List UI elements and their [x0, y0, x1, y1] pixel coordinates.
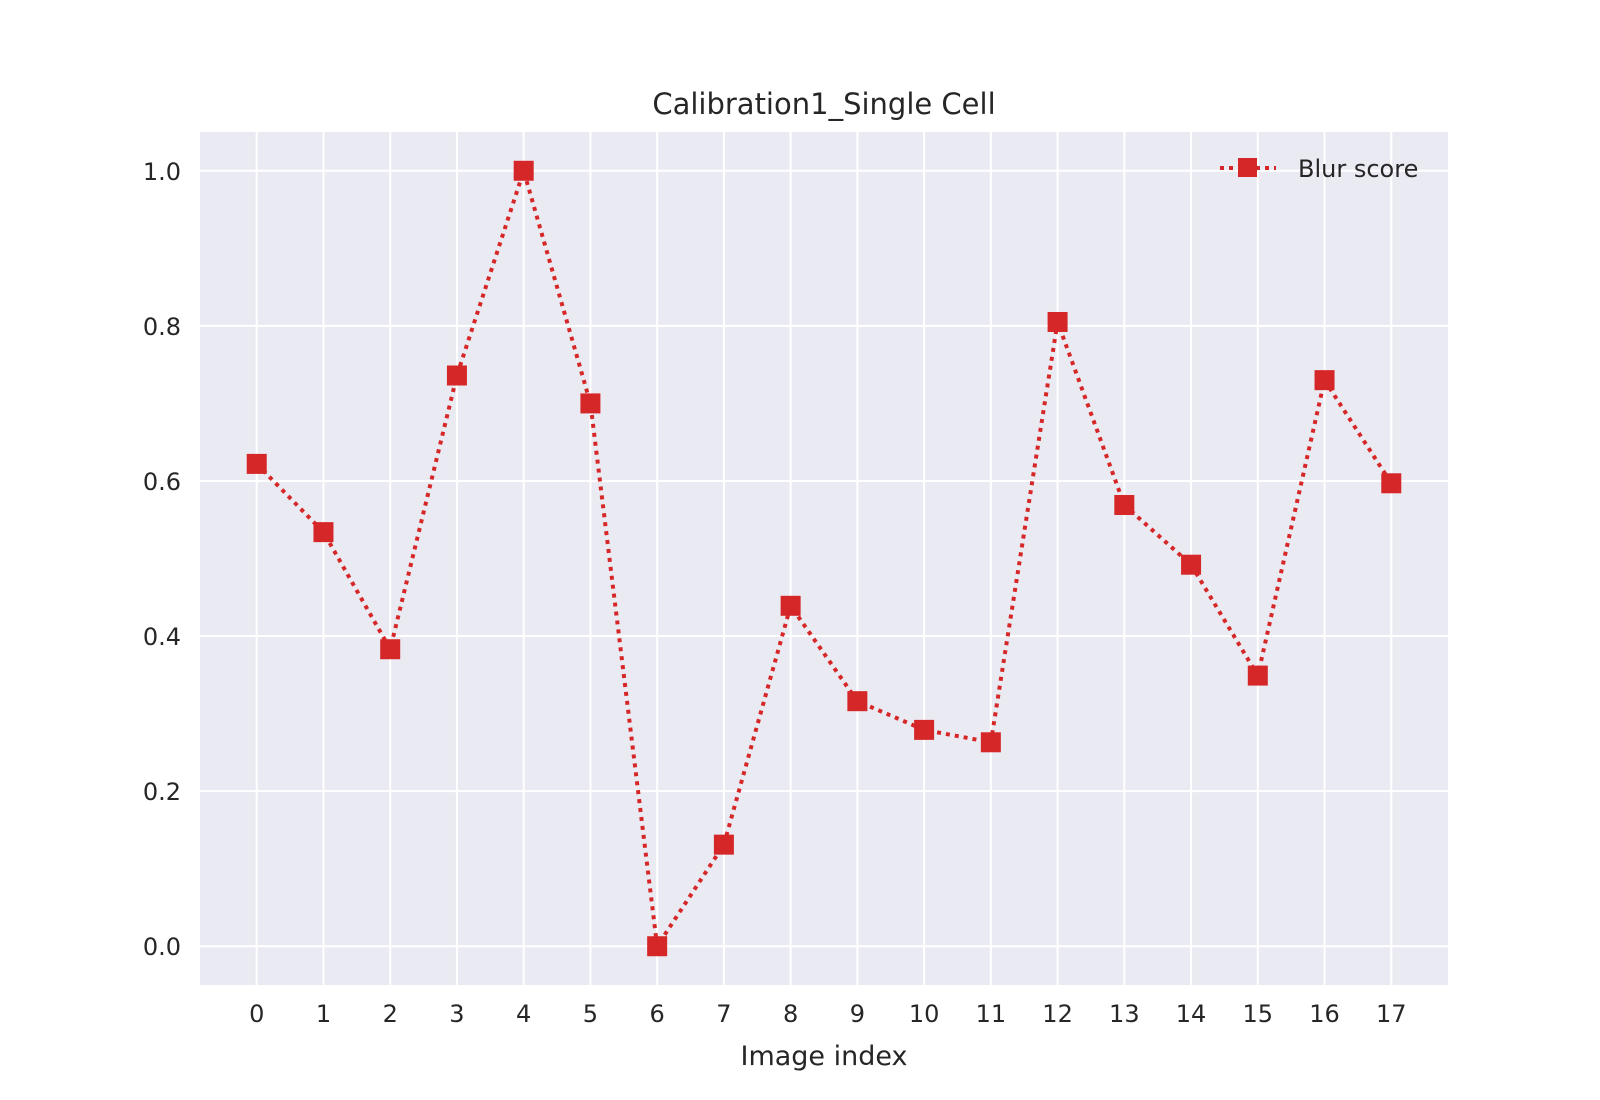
- data-point: [1181, 554, 1202, 575]
- data-point: [1047, 311, 1068, 332]
- x-tick-label: 3: [449, 1000, 464, 1028]
- y-tick-label: 0.8: [143, 313, 181, 341]
- data-point: [713, 834, 734, 855]
- x-tick-label: 10: [909, 1000, 940, 1028]
- x-tick-label: 7: [716, 1000, 731, 1028]
- chart-title: Calibration1_Single Cell: [652, 87, 995, 121]
- x-tick-label: 11: [976, 1000, 1007, 1028]
- y-tick-label: 0.2: [143, 778, 181, 806]
- data-point: [847, 691, 868, 712]
- data-point: [313, 522, 334, 543]
- y-tick-label: 0.0: [143, 933, 181, 961]
- y-axis-ticks: 0.0 0.2 0.4 0.6 0.8 1.0: [143, 158, 181, 961]
- data-point: [1247, 665, 1268, 686]
- x-tick-label: 0: [249, 1000, 264, 1028]
- y-tick-label: 0.4: [143, 623, 181, 651]
- data-point: [914, 719, 935, 740]
- legend-marker: [1238, 158, 1257, 177]
- data-point: [380, 639, 401, 660]
- x-axis-ticks: 0 1 2 3 4 5 6 7 8 9 10 11 12 13 14 15 16 17: [249, 1000, 1406, 1028]
- data-point: [980, 732, 1001, 753]
- data-point: [513, 160, 534, 181]
- x-tick-label: 14: [1176, 1000, 1207, 1028]
- data-point: [446, 365, 467, 386]
- x-tick-label: 2: [383, 1000, 398, 1028]
- data-point: [246, 453, 267, 474]
- grid: [200, 132, 1448, 985]
- data-point: [1114, 494, 1135, 515]
- x-tick-label: 12: [1042, 1000, 1073, 1028]
- legend: Blur score: [1220, 155, 1418, 183]
- x-tick-label: 5: [583, 1000, 598, 1028]
- data-point: [647, 936, 668, 957]
- x-axis-label: Image index: [740, 1041, 907, 1072]
- y-tick-label: 0.6: [143, 468, 181, 496]
- data-point: [1381, 473, 1402, 494]
- x-tick-label: 1: [316, 1000, 331, 1028]
- x-tick-label: 4: [516, 1000, 531, 1028]
- plot-background: [200, 132, 1448, 985]
- x-tick-label: 13: [1109, 1000, 1140, 1028]
- x-tick-label: 8: [783, 1000, 798, 1028]
- legend-label: Blur score: [1298, 155, 1418, 183]
- data-point: [780, 595, 801, 616]
- x-tick-label: 17: [1376, 1000, 1407, 1028]
- y-tick-label: 1.0: [143, 158, 181, 186]
- x-tick-label: 15: [1243, 1000, 1274, 1028]
- x-tick-label: 6: [650, 1000, 665, 1028]
- data-point: [1314, 370, 1335, 391]
- x-tick-label: 9: [850, 1000, 865, 1028]
- data-point: [580, 393, 601, 414]
- series-line: [255, 163, 1393, 952]
- x-tick-label: 16: [1309, 1000, 1340, 1028]
- series-layer: [246, 160, 1402, 957]
